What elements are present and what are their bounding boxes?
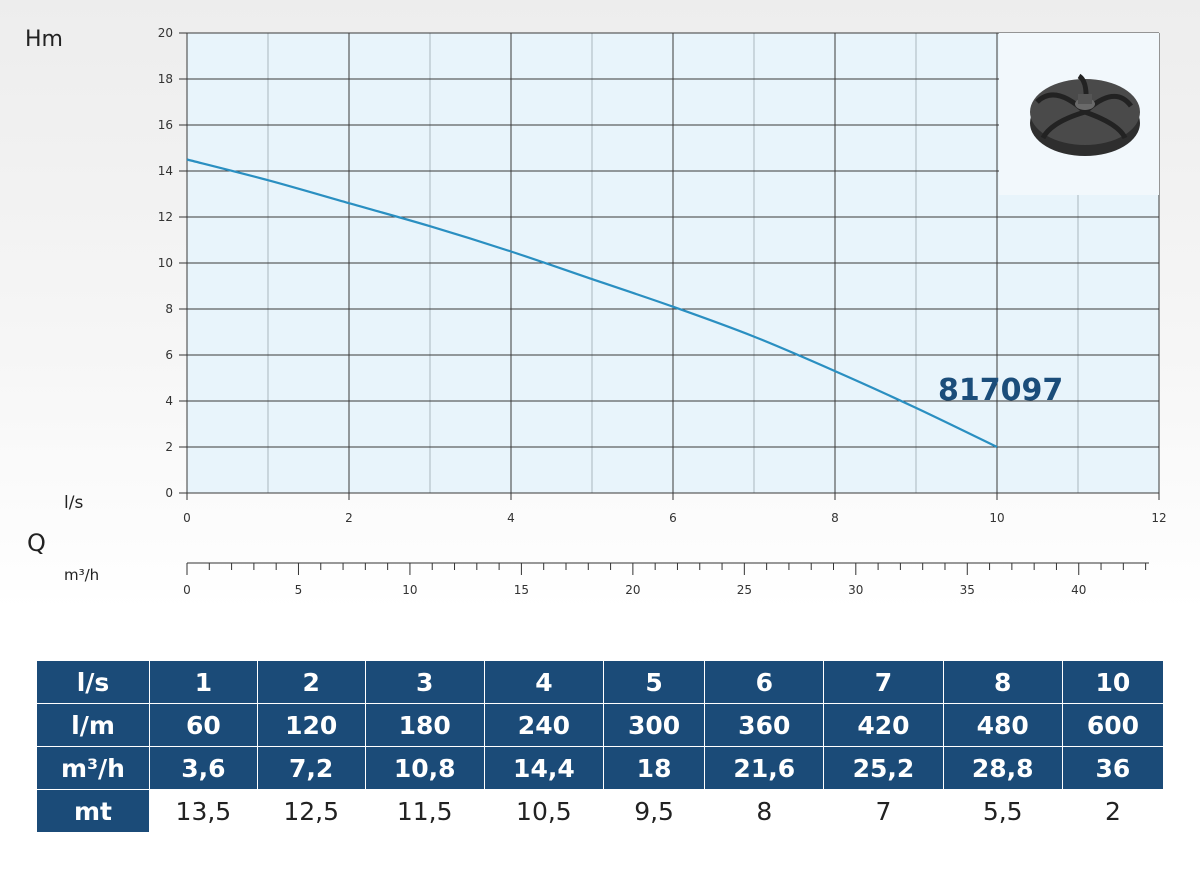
table-cell: 240 <box>483 703 605 747</box>
x-tick-label: 2 <box>345 511 353 525</box>
table-cell: 5,5 <box>942 789 1063 833</box>
x-axis-label-m3h: m³/h <box>64 566 99 584</box>
table-cell: 3,6 <box>149 746 258 790</box>
table-cell: 21,6 <box>704 746 825 790</box>
table-cell: 13,5 <box>149 789 258 833</box>
table-cell: 8 <box>704 789 825 833</box>
table-cell: 7,2 <box>256 746 366 790</box>
table-cell: 10,8 <box>364 746 485 790</box>
row-label: l/m <box>36 703 150 747</box>
secondary-tick-label: 30 <box>848 583 863 597</box>
table-cell: 480 <box>942 703 1063 747</box>
secondary-tick-label: 20 <box>625 583 640 597</box>
x-axis-label-ls: l/s <box>64 493 83 513</box>
row-label: mt <box>36 789 150 833</box>
table-cell: 6 <box>704 660 825 704</box>
x-tick-label: 10 <box>989 511 1004 525</box>
model-label: 817097 <box>938 373 1063 408</box>
y-axis-ticks: 0 2 4 6 8 10 12 14 16 18 20 <box>158 26 187 500</box>
table-cell: 2 <box>1061 789 1165 833</box>
y-tick-label: 20 <box>158 26 173 40</box>
table-cell: 300 <box>602 703 706 747</box>
table-cell: 1 <box>149 660 258 704</box>
x-tick-label: 6 <box>669 511 677 525</box>
table-cell: 5 <box>602 660 706 704</box>
y-tick-label: 12 <box>158 210 173 224</box>
y-tick-label: 4 <box>165 394 173 408</box>
y-tick-label: 6 <box>165 348 173 362</box>
x-tick-label: 12 <box>1151 511 1166 525</box>
table-cell: 8 <box>942 660 1063 704</box>
performance-chart: 0 2 4 6 8 10 12 14 16 18 20 0 2 4 6 8 10 12 0 5 10 15 20 25 30… <box>25 26 1167 597</box>
table-cell: 420 <box>823 703 944 747</box>
y-tick-label: 18 <box>158 72 173 86</box>
table-cell: 10,5 <box>483 789 605 833</box>
x-axis-ticks: 0 2 4 6 8 10 12 <box>183 493 1167 525</box>
row-label: m³/h <box>36 746 150 790</box>
y-tick-label: 14 <box>158 164 173 178</box>
secondary-axis-ticks: 0 5 10 15 20 25 30 35 40 <box>183 562 1149 597</box>
table-cell: 600 <box>1061 703 1165 747</box>
row-label: l/s <box>36 660 150 704</box>
y-tick-label: 8 <box>165 302 173 316</box>
table-row: l/s 1 2 3 4 5 6 7 8 10 <box>36 660 1165 704</box>
secondary-tick-label: 15 <box>514 583 529 597</box>
y-tick-label: 10 <box>158 256 173 270</box>
table-cell: 3 <box>364 660 485 704</box>
y-tick-label: 16 <box>158 118 173 132</box>
pump-curve-line <box>186 158 998 448</box>
table-cell: 25,2 <box>823 746 944 790</box>
x-tick-label: 4 <box>507 511 515 525</box>
table-cell: 11,5 <box>364 789 485 833</box>
table-cell: 60 <box>149 703 258 747</box>
table-row: mt 13,5 12,5 11,5 10,5 9,5 8 7 5,5 2 <box>36 789 1165 833</box>
performance-table: l/s 1 2 3 4 5 6 7 8 10 l/m 60 120 180 24… <box>36 660 1165 833</box>
impeller-icon <box>999 33 1159 195</box>
q-label: Q <box>27 529 46 557</box>
table-cell: 10 <box>1061 660 1165 704</box>
table-row: l/m 60 120 180 240 300 360 420 480 600 <box>36 703 1165 747</box>
table-cell: 120 <box>256 703 366 747</box>
table-row: m³/h 3,6 7,2 10,8 14,4 18 21,6 25,2 28,8… <box>36 746 1165 790</box>
table-cell: 36 <box>1061 746 1165 790</box>
table-cell: 18 <box>602 746 706 790</box>
secondary-tick-label: 5 <box>295 583 303 597</box>
y-tick-label: 2 <box>165 440 173 454</box>
table-cell: 360 <box>704 703 825 747</box>
secondary-tick-label: 25 <box>737 583 752 597</box>
table-cell: 7 <box>823 660 944 704</box>
y-axis-label: Hm <box>25 27 63 52</box>
secondary-tick-label: 40 <box>1071 583 1086 597</box>
secondary-tick-label: 35 <box>960 583 975 597</box>
grid <box>186 32 1160 494</box>
secondary-tick-label: 0 <box>183 583 191 597</box>
table-cell: 9,5 <box>602 789 706 833</box>
x-tick-label: 8 <box>831 511 839 525</box>
table-cell: 14,4 <box>483 746 605 790</box>
x-tick-label: 0 <box>183 511 191 525</box>
table-cell: 7 <box>823 789 944 833</box>
y-tick-label: 0 <box>165 486 173 500</box>
table-cell: 4 <box>483 660 605 704</box>
secondary-tick-label: 10 <box>402 583 417 597</box>
table-cell: 180 <box>364 703 485 747</box>
table-cell: 28,8 <box>942 746 1063 790</box>
table-cell: 12,5 <box>256 789 366 833</box>
table-cell: 2 <box>256 660 366 704</box>
